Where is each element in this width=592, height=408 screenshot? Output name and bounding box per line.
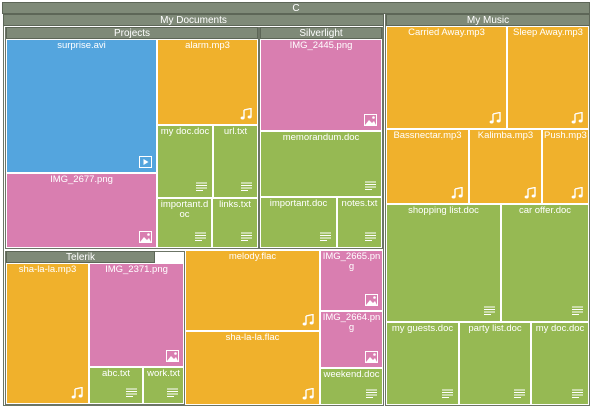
my-music-header[interactable]: My Music (386, 14, 590, 26)
document-icon (365, 232, 376, 241)
file-label: car offer.doc (518, 205, 572, 216)
file-label: sha-la-la.flac (225, 332, 280, 343)
document-icon (365, 181, 376, 190)
file-tile[interactable]: sha-la-la.mp3 (6, 263, 89, 404)
root-header[interactable]: C (2, 2, 590, 14)
file-tile[interactable]: weekend.doc (320, 368, 383, 405)
file-label: IMG_2371.png (105, 264, 168, 275)
file-tile[interactable]: Push.mp3 (542, 129, 589, 204)
file-label: surprise.avi (57, 40, 106, 51)
projects-header[interactable]: Projects (6, 27, 258, 39)
file-label: Bassnectar.mp3 (393, 130, 462, 141)
file-label: IMG_2445.png (289, 40, 353, 51)
file-tile[interactable]: my doc.doc (157, 125, 213, 198)
document-icon (195, 232, 206, 241)
document-icon (241, 182, 252, 191)
document-icon (572, 306, 583, 315)
document-icon (572, 389, 583, 398)
music-note-icon (240, 108, 252, 120)
file-tile[interactable]: memorandum.doc (260, 131, 382, 197)
file-label: notes.txt (341, 198, 378, 209)
file-tile[interactable]: notes.txt (337, 197, 382, 248)
music-note-icon (489, 112, 501, 124)
file-tile[interactable]: Bassnectar.mp3 (386, 129, 469, 204)
document-icon (514, 389, 525, 398)
file-label: my doc.doc (160, 126, 210, 137)
image-icon (365, 351, 378, 363)
file-tile[interactable]: important.doc (260, 197, 337, 248)
file-label: melody.flac (228, 251, 277, 262)
file-tile[interactable]: Carried Away.mp3 (386, 26, 507, 129)
file-tile[interactable]: abc.txt (89, 367, 143, 404)
file-label: party list.doc (468, 323, 522, 334)
music-note-icon (302, 388, 314, 400)
image-icon (166, 350, 179, 362)
music-note-icon (451, 187, 463, 199)
image-icon (364, 114, 377, 126)
document-icon (484, 306, 495, 315)
file-label: url.txt (223, 126, 248, 137)
file-tile[interactable]: IMG_2664.png (320, 311, 383, 368)
document-icon (366, 389, 377, 398)
file-tile[interactable]: party list.doc (459, 322, 531, 405)
file-label: alarm.mp3 (185, 40, 230, 51)
file-label: IMG_2677.png (50, 174, 113, 185)
file-label: weekend.doc (323, 369, 380, 380)
video-icon (139, 156, 152, 168)
file-label: important.doc (269, 198, 328, 209)
file-label: shopping list.doc (408, 205, 479, 216)
document-icon (196, 182, 207, 191)
file-tile[interactable]: my guests.doc (386, 322, 459, 405)
file-tile[interactable]: links.txt (212, 198, 258, 248)
file-label: important.doc (160, 199, 209, 220)
document-icon (320, 232, 331, 241)
file-tile[interactable]: IMG_2371.png (89, 263, 184, 367)
file-tile[interactable]: IMG_2677.png (6, 173, 157, 248)
document-icon (167, 388, 178, 397)
document-icon (126, 388, 137, 397)
file-label: my guests.doc (391, 323, 454, 334)
file-label: Kalimba.mp3 (477, 130, 534, 141)
music-note-icon (71, 387, 83, 399)
file-tile[interactable]: melody.flac (185, 250, 320, 331)
music-note-icon (571, 112, 583, 124)
file-tile[interactable]: important.doc (157, 198, 212, 248)
file-tile[interactable]: Sleep Away.mp3 (507, 26, 589, 129)
file-label: sha-la-la.mp3 (18, 264, 77, 275)
file-label: memorandum.doc (282, 132, 360, 143)
silverlight-header[interactable]: Silverlight (260, 27, 382, 39)
file-tile[interactable]: IMG_2445.png (260, 39, 382, 131)
file-label: my doc.doc (535, 323, 585, 334)
image-icon (365, 294, 378, 306)
document-icon (241, 232, 252, 241)
music-note-icon (571, 187, 583, 199)
file-label: work.txt (147, 368, 180, 379)
file-tile[interactable]: surprise.avi (6, 39, 157, 173)
file-label: IMG_2664.png (322, 312, 381, 333)
file-label: Carried Away.mp3 (408, 27, 485, 38)
telerik-header[interactable]: Telerik (6, 251, 155, 263)
file-label: IMG_2665.png (322, 251, 381, 272)
file-label: Sleep Away.mp3 (513, 27, 583, 38)
file-label: links.txt (219, 199, 251, 210)
file-tile[interactable]: my doc.doc (531, 322, 589, 405)
file-label: abc.txt (102, 368, 130, 379)
file-tile[interactable]: IMG_2665.png (320, 250, 383, 311)
music-note-icon (302, 314, 314, 326)
file-tile[interactable]: url.txt (213, 125, 258, 198)
file-tile[interactable]: work.txt (143, 367, 184, 404)
file-label: Push.mp3 (544, 130, 587, 141)
image-icon (139, 231, 152, 243)
file-tile[interactable]: Kalimba.mp3 (469, 129, 542, 204)
document-icon (442, 389, 453, 398)
my-documents-header[interactable]: My Documents (3, 14, 384, 26)
file-tile[interactable]: sha-la-la.flac (185, 331, 320, 405)
file-tile[interactable]: alarm.mp3 (157, 39, 258, 125)
file-tile[interactable]: shopping list.doc (386, 204, 501, 322)
file-tile[interactable]: car offer.doc (501, 204, 589, 322)
music-note-icon (524, 187, 536, 199)
